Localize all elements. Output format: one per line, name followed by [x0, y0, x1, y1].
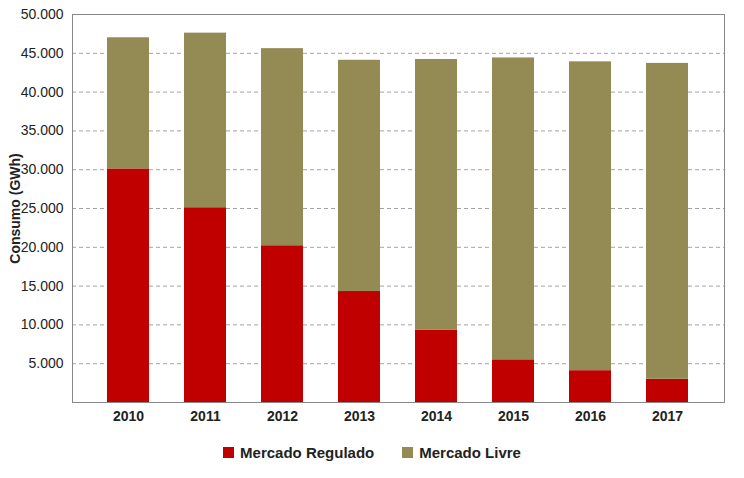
svg-text:15.000: 15.000 [21, 278, 64, 294]
svg-text:2017: 2017 [652, 408, 683, 424]
svg-text:20.000: 20.000 [21, 239, 64, 255]
svg-text:2015: 2015 [498, 408, 529, 424]
svg-text:45.000: 45.000 [21, 45, 64, 61]
svg-text:2016: 2016 [575, 408, 606, 424]
svg-text:35.000: 35.000 [21, 122, 64, 138]
svg-text:25.000: 25.000 [21, 200, 64, 216]
html-text:Mercado Regulado: Mercado Regulado [240, 444, 375, 461]
svg-text:40.000: 40.000 [21, 84, 64, 100]
svg-text:2010: 2010 [113, 408, 144, 424]
svg-text:30.000: 30.000 [21, 161, 64, 177]
svg-text:2013: 2013 [344, 408, 375, 424]
svg-text:2014: 2014 [421, 408, 452, 424]
svg-text:50.000: 50.000 [21, 6, 64, 22]
svg-text:2011: 2011 [190, 408, 221, 424]
svg-text:5.000: 5.000 [28, 355, 63, 371]
svg-text:10.000: 10.000 [21, 316, 64, 332]
svg-text:Consumo (GWh): Consumo (GWh) [7, 153, 23, 263]
svg-text:2012: 2012 [267, 408, 298, 424]
html-text:Mercado Livre: Mercado Livre [419, 444, 521, 461]
